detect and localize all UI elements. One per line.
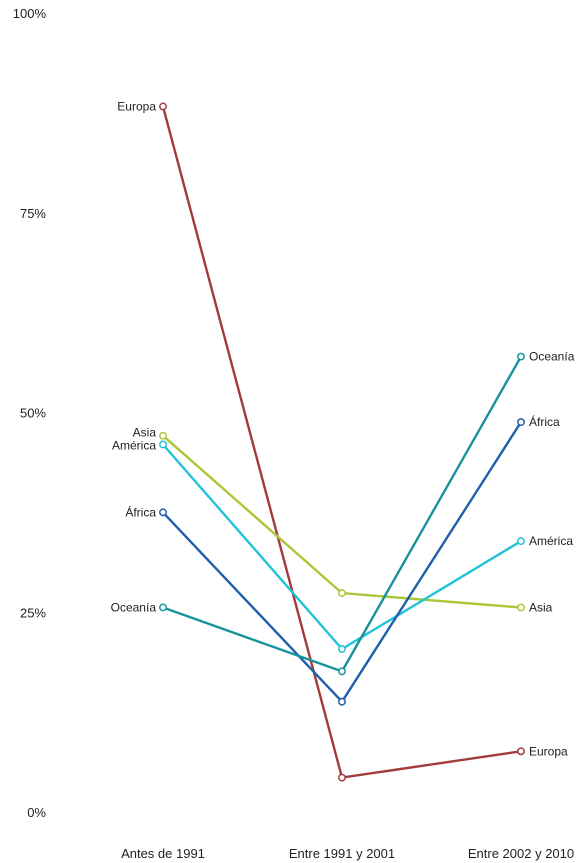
series-asia xyxy=(159,431,525,612)
data-point xyxy=(159,508,167,517)
series-label-left: Europa xyxy=(117,99,156,113)
series-line-europa xyxy=(161,106,522,779)
series-label-right: Oceanía xyxy=(529,350,575,364)
y-tick-label: 50% xyxy=(20,406,46,421)
y-tick-label: 100% xyxy=(13,6,47,21)
series-label-right: Europa xyxy=(529,744,568,758)
data-point xyxy=(159,603,167,612)
data-point xyxy=(338,773,346,782)
series-line-america xyxy=(162,443,522,651)
data-point xyxy=(159,102,167,111)
series-europa xyxy=(159,102,525,782)
data-point xyxy=(159,431,167,440)
series-line-asia xyxy=(162,434,522,609)
series-oceania xyxy=(159,352,525,676)
data-point xyxy=(338,645,346,653)
series-label-right: América xyxy=(529,534,573,548)
series-america xyxy=(159,440,525,653)
series-label-left: Asia xyxy=(133,426,157,440)
data-point xyxy=(517,603,525,612)
data-point xyxy=(338,697,346,706)
y-tick-label: 25% xyxy=(20,605,46,620)
series-line-oceania xyxy=(162,356,523,673)
y-tick-label: 75% xyxy=(20,206,46,221)
series-label-left: Oceanía xyxy=(111,600,157,614)
series-label-left: África xyxy=(125,504,156,519)
data-point xyxy=(517,537,525,546)
data-point xyxy=(517,418,525,427)
series-africa xyxy=(159,418,525,706)
series-lines xyxy=(159,102,525,782)
data-point xyxy=(517,352,525,361)
series-label-right: África xyxy=(529,414,560,429)
data-point xyxy=(338,667,346,676)
data-point xyxy=(338,589,346,598)
data-point xyxy=(159,440,167,449)
x-tick-label: Entre 1991 y 2001 xyxy=(289,846,395,861)
series-label-left: América xyxy=(112,438,156,452)
x-axis-labels: Antes de 1991 Entre 1991 y 2001 Entre 2002… xyxy=(121,846,574,861)
y-axis-labels: 0% 25% 50% 75% 100% xyxy=(13,6,47,820)
series-labels: EuropaEuropaAsiaAsiaAméricaAméricaÁfrica… xyxy=(111,99,575,758)
data-point xyxy=(517,747,525,756)
x-tick-label: Entre 2002 y 2010 xyxy=(468,846,574,861)
series-line-africa xyxy=(162,421,523,703)
x-tick-label: Antes de 1991 xyxy=(121,846,205,861)
y-tick-label: 0% xyxy=(27,805,46,820)
series-label-right: Asia xyxy=(529,600,553,614)
